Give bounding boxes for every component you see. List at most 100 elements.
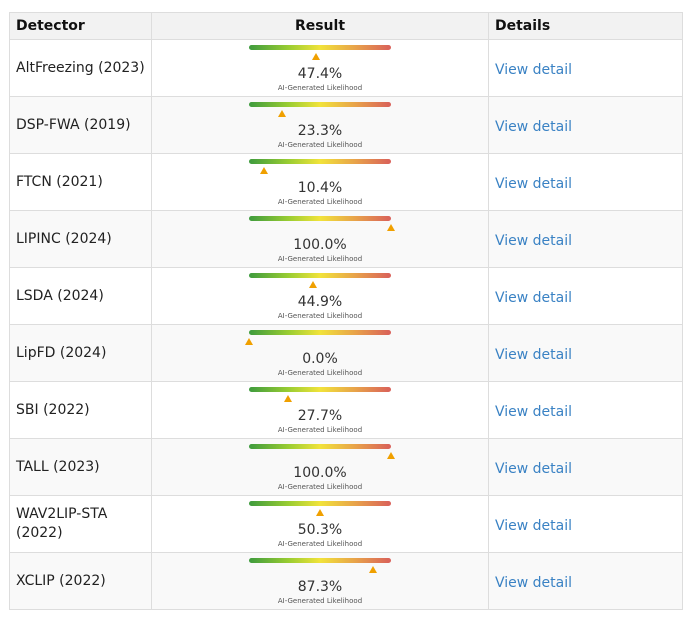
table-header-row: Detector Result Details bbox=[9, 12, 683, 40]
detector-name: TALL (2023) bbox=[9, 438, 152, 496]
likelihood-marker-icon bbox=[387, 224, 395, 231]
detector-name: AltFreezing (2023) bbox=[9, 39, 152, 97]
table-row: LSDA (2024) 44.9% AI-Generated Likelihood V… bbox=[9, 267, 683, 325]
likelihood-gradient-bar bbox=[249, 444, 391, 449]
likelihood-gauge: 23.3% AI-Generated Likelihood bbox=[249, 97, 391, 153]
details-cell: View detail bbox=[488, 39, 683, 97]
table-row: TALL (2023) 100.0% AI-Generated Likelihood… bbox=[9, 438, 683, 496]
view-detail-link[interactable]: View detail bbox=[495, 517, 573, 534]
table-row: DSP-FWA (2019) 23.3% AI-Generated Likeliho… bbox=[9, 96, 683, 154]
likelihood-percent: 100.0% bbox=[293, 237, 347, 253]
view-detail-link[interactable]: View detail bbox=[495, 460, 573, 477]
view-detail-link[interactable]: View detail bbox=[495, 118, 573, 135]
likelihood-gradient-bar bbox=[249, 558, 391, 563]
detector-name: SBI (2022) bbox=[9, 381, 152, 439]
header-result: Result bbox=[151, 12, 489, 40]
detector-name: LipFD (2024) bbox=[9, 324, 152, 382]
likelihood-percent: 100.0% bbox=[293, 465, 347, 481]
likelihood-gradient-bar bbox=[249, 387, 391, 392]
likelihood-percent: 0.0% bbox=[302, 351, 338, 367]
likelihood-gauge: 47.4% AI-Generated Likelihood bbox=[249, 40, 391, 96]
results-table-container: Detector Result Details AltFreezing (202… bbox=[9, 12, 683, 610]
result-cell: 47.4% AI-Generated Likelihood bbox=[151, 39, 489, 97]
likelihood-caption: AI-Generated Likelihood bbox=[277, 483, 363, 491]
view-detail-link[interactable]: View detail bbox=[495, 403, 573, 420]
detector-name: LIPINC (2024) bbox=[9, 210, 152, 268]
result-cell: 50.3% AI-Generated Likelihood bbox=[151, 495, 489, 553]
table-row: SBI (2022) 27.7% AI-Generated Likelihood Vi… bbox=[9, 381, 683, 439]
view-detail-link[interactable]: View detail bbox=[495, 61, 573, 78]
likelihood-percent: 10.4% bbox=[297, 180, 343, 196]
likelihood-percent: 47.4% bbox=[297, 66, 343, 82]
likelihood-caption: AI-Generated Likelihood bbox=[277, 369, 363, 377]
likelihood-gradient-bar bbox=[249, 159, 391, 164]
details-cell: View detail bbox=[488, 153, 683, 211]
likelihood-gradient-bar bbox=[249, 273, 391, 278]
result-cell: 87.3% AI-Generated Likelihood bbox=[151, 552, 489, 610]
likelihood-marker-icon bbox=[284, 395, 293, 402]
likelihood-gauge: 10.4% AI-Generated Likelihood bbox=[249, 154, 391, 210]
view-detail-link[interactable]: View detail bbox=[495, 175, 573, 192]
likelihood-gauge: 44.9% AI-Generated Likelihood bbox=[249, 268, 391, 324]
header-details: Details bbox=[488, 12, 683, 40]
likelihood-gauge: 100.0% AI-Generated Likelihood bbox=[249, 439, 395, 495]
likelihood-gradient-bar bbox=[249, 102, 391, 107]
view-detail-link[interactable]: View detail bbox=[495, 574, 573, 591]
likelihood-gradient-bar bbox=[249, 330, 391, 335]
result-cell: 27.7% AI-Generated Likelihood bbox=[151, 381, 489, 439]
details-cell: View detail bbox=[488, 210, 683, 268]
detector-name: DSP-FWA (2019) bbox=[9, 96, 152, 154]
likelihood-caption: AI-Generated Likelihood bbox=[277, 426, 363, 434]
likelihood-gauge: 100.0% AI-Generated Likelihood bbox=[249, 211, 395, 267]
details-cell: View detail bbox=[488, 324, 683, 382]
likelihood-caption: AI-Generated Likelihood bbox=[277, 597, 363, 605]
likelihood-marker-icon bbox=[278, 110, 287, 117]
likelihood-gradient-bar bbox=[249, 45, 391, 50]
view-detail-link[interactable]: View detail bbox=[495, 289, 573, 306]
table-row: LipFD (2024) 0.0% AI-Generated Likelihood V… bbox=[9, 324, 683, 382]
table-row: WAV2LIP-STA (2022) 50.3% AI-Generated Like… bbox=[9, 495, 683, 553]
table-row: XCLIP (2022) 87.3% AI-Generated Likelihood… bbox=[9, 552, 683, 610]
likelihood-caption: AI-Generated Likelihood bbox=[277, 255, 363, 263]
likelihood-marker-icon bbox=[308, 281, 317, 288]
view-detail-link[interactable]: View detail bbox=[495, 346, 573, 363]
table-body: AltFreezing (2023) 47.4% AI-Generated Like… bbox=[9, 39, 683, 610]
details-cell: View detail bbox=[488, 267, 683, 325]
likelihood-percent: 23.3% bbox=[297, 123, 343, 139]
result-cell: 0.0% AI-Generated Likelihood bbox=[151, 324, 489, 382]
likelihood-gauge: 50.3% AI-Generated Likelihood bbox=[249, 496, 391, 552]
view-detail-link[interactable]: View detail bbox=[495, 232, 573, 249]
likelihood-gauge: 27.7% AI-Generated Likelihood bbox=[249, 382, 391, 438]
header-detector: Detector bbox=[9, 12, 152, 40]
details-cell: View detail bbox=[488, 96, 683, 154]
likelihood-caption: AI-Generated Likelihood bbox=[277, 84, 363, 92]
likelihood-gradient-bar bbox=[249, 501, 391, 506]
likelihood-percent: 27.7% bbox=[297, 408, 343, 424]
table-row: FTCN (2021) 10.4% AI-Generated Likelihood V… bbox=[9, 153, 683, 211]
table-row: LIPINC (2024) 100.0% AI-Generated Likeliho… bbox=[9, 210, 683, 268]
likelihood-marker-icon bbox=[259, 167, 268, 174]
likelihood-marker-icon bbox=[368, 566, 377, 573]
details-cell: View detail bbox=[488, 552, 683, 610]
likelihood-marker-icon bbox=[316, 509, 325, 516]
likelihood-marker-icon bbox=[245, 338, 253, 345]
detector-name: LSDA (2024) bbox=[9, 267, 152, 325]
likelihood-caption: AI-Generated Likelihood bbox=[277, 141, 363, 149]
table-row: AltFreezing (2023) 47.4% AI-Generated Like… bbox=[9, 39, 683, 97]
detector-name: FTCN (2021) bbox=[9, 153, 152, 211]
result-cell: 23.3% AI-Generated Likelihood bbox=[151, 96, 489, 154]
likelihood-gauge: 0.0% AI-Generated Likelihood bbox=[245, 325, 391, 381]
result-cell: 100.0% AI-Generated Likelihood bbox=[151, 438, 489, 496]
likelihood-marker-icon bbox=[312, 53, 321, 60]
likelihood-marker-icon bbox=[387, 452, 395, 459]
likelihood-percent: 50.3% bbox=[297, 522, 343, 538]
details-cell: View detail bbox=[488, 495, 683, 553]
likelihood-gauge: 87.3% AI-Generated Likelihood bbox=[249, 553, 391, 609]
detector-name: WAV2LIP-STA (2022) bbox=[9, 495, 152, 553]
likelihood-gradient-bar bbox=[249, 216, 391, 221]
result-cell: 100.0% AI-Generated Likelihood bbox=[151, 210, 489, 268]
likelihood-percent: 44.9% bbox=[297, 294, 343, 310]
likelihood-caption: AI-Generated Likelihood bbox=[277, 540, 363, 548]
likelihood-percent: 87.3% bbox=[297, 579, 343, 595]
details-cell: View detail bbox=[488, 438, 683, 496]
